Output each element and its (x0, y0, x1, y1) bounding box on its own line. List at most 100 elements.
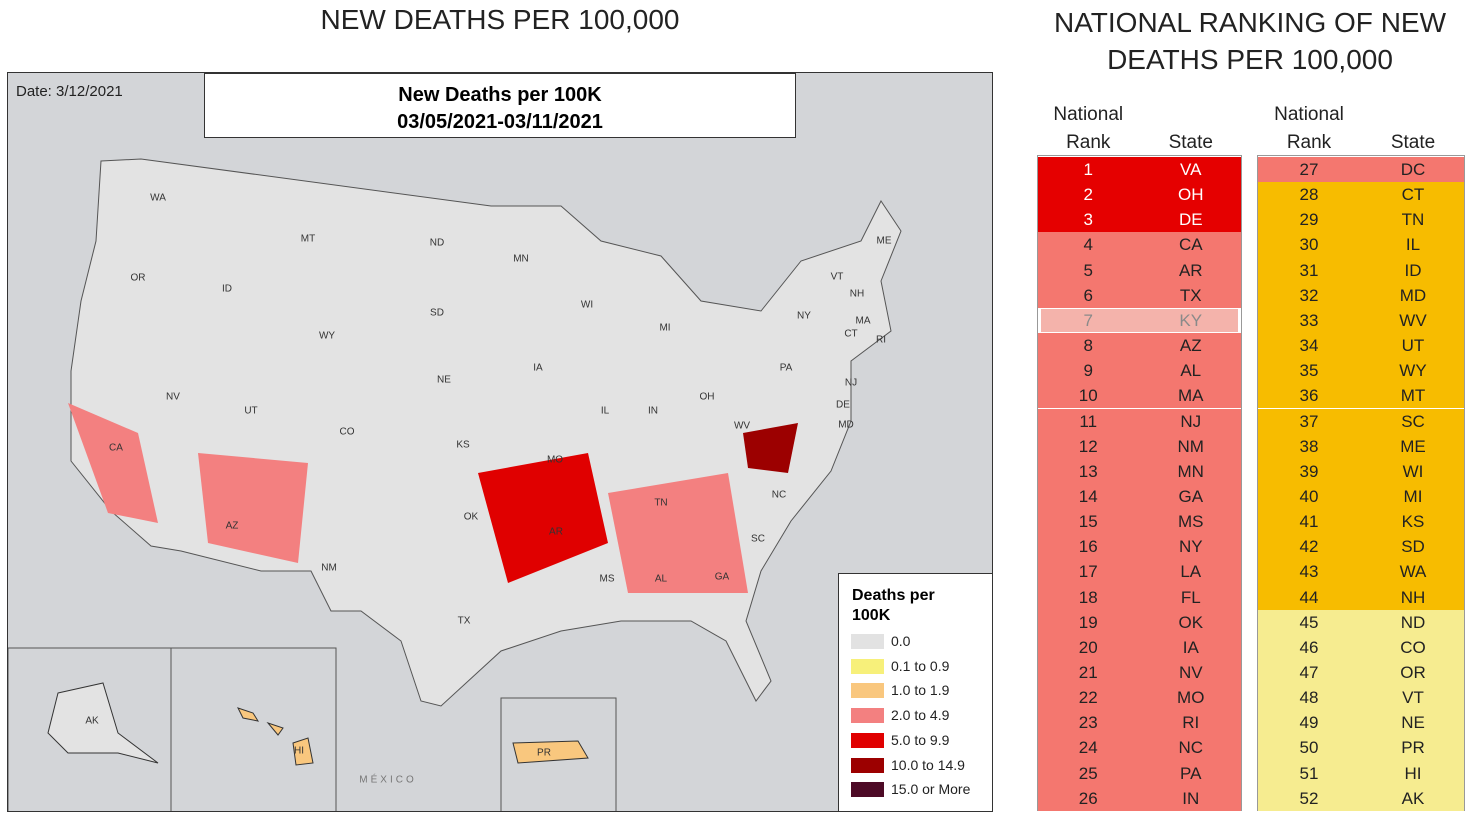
row-fill (1258, 157, 1464, 183)
rank-cell: 24 (1078, 738, 1098, 758)
state-label: SC (751, 533, 765, 545)
row-fill (1038, 609, 1241, 635)
row-fill (1038, 710, 1241, 736)
row-fill (1258, 660, 1464, 686)
row-fill (1038, 760, 1241, 786)
state-label: UT (244, 405, 258, 417)
state-cell: UT (1401, 336, 1425, 356)
state-label: NM (321, 562, 337, 574)
rank-cell: 44 (1299, 587, 1319, 607)
state-cell: TX (1179, 285, 1202, 305)
state-label: MD (838, 419, 854, 431)
rank-cell: 25 (1078, 763, 1098, 783)
red-region (68, 403, 158, 523)
state-cell: ME (1400, 436, 1426, 456)
rank-cell: 39 (1299, 461, 1319, 481)
state-cell: SC (1401, 411, 1425, 431)
row-fill (1258, 735, 1464, 761)
state-label: NC (771, 489, 787, 501)
state-cell: IA (1182, 637, 1199, 657)
rank-cell: 22 (1078, 688, 1098, 708)
row-fill (1258, 559, 1464, 585)
state-label: AK (85, 715, 99, 727)
state-label: MO (546, 454, 564, 466)
map-title-box: New Deaths per 100K 03/05/2021-03/11/202… (204, 73, 796, 138)
rank-cell: 41 (1299, 512, 1319, 532)
state-cell: NJ (1180, 411, 1202, 431)
red-region (198, 453, 308, 563)
row-fill (1038, 383, 1241, 409)
rank-cell: 35 (1299, 361, 1319, 381)
rank-cell: 6 (1083, 285, 1093, 305)
legend-label: 10.0 to 14.9 (891, 756, 965, 773)
row-fill (1258, 232, 1464, 258)
state-label: HI (294, 745, 304, 757)
rank-cell: 40 (1299, 486, 1319, 506)
row-fill (1258, 609, 1464, 635)
state-label: NY (797, 310, 811, 322)
rank-cell: 20 (1078, 637, 1098, 657)
state-label: KS (456, 439, 470, 451)
rank-cell: 45 (1299, 612, 1319, 632)
row-fill (1258, 584, 1464, 610)
state-cell: LA (1180, 562, 1202, 582)
state-cell: VA (1180, 160, 1202, 179)
state-cell: MI (1403, 486, 1423, 506)
state-label: NE (437, 374, 451, 386)
rank-cell: 52 (1299, 788, 1319, 808)
legend-swatch (851, 708, 884, 724)
state-cell: AZ (1179, 336, 1202, 356)
rank-cell: 28 (1299, 185, 1319, 205)
legend-label: 0.0 (891, 633, 911, 649)
state-cell: DC (1400, 160, 1426, 179)
state-label: TN (654, 497, 668, 509)
state-cell: AK (1401, 788, 1425, 808)
state-cell: NM (1177, 436, 1204, 456)
row-fill (1038, 257, 1241, 283)
state-label: MN (513, 253, 529, 265)
row-fill (1258, 182, 1464, 208)
rank-cell: 36 (1299, 386, 1319, 406)
rank-cell: 31 (1299, 260, 1319, 280)
state-label: NJ (844, 377, 858, 389)
state-label: CO (339, 426, 355, 438)
row-fill (1038, 685, 1241, 711)
rank-cell: 23 (1078, 713, 1098, 733)
state-label: OK (463, 511, 479, 523)
state-cell: WY (1399, 361, 1427, 381)
row-fill (1038, 358, 1241, 384)
row-fill (1258, 307, 1464, 334)
rank-cell: 2 (1083, 185, 1093, 205)
state-label: CA (109, 442, 123, 454)
state-cell: ND (1400, 612, 1426, 632)
row-fill (1258, 634, 1464, 660)
rank-cell: 10 (1078, 386, 1098, 406)
rank-cell: 42 (1299, 537, 1319, 557)
state-label: NH (849, 288, 865, 300)
state-cell: WV (1399, 310, 1427, 330)
map-date: Date: 3/12/2021 (16, 83, 123, 100)
row-fill (1258, 785, 1464, 811)
state-label: IA (533, 362, 543, 374)
row-fill (1258, 408, 1464, 434)
legend-swatch (851, 782, 884, 798)
state-cell: CO (1400, 637, 1426, 657)
state-cell: TN (1401, 210, 1425, 230)
state-label: IN (648, 405, 658, 417)
row-fill (1258, 433, 1464, 459)
rank-cell: 46 (1299, 637, 1319, 657)
rank-cell: 9 (1083, 361, 1093, 381)
rank-cell: 21 (1078, 663, 1098, 682)
state-cell: MN (1177, 461, 1204, 481)
state-cell: SD (1401, 537, 1425, 557)
state-label: TX (457, 615, 471, 627)
row-fill (1038, 483, 1241, 510)
state-cell: AL (1180, 361, 1202, 381)
state-label: WI (580, 299, 594, 311)
red-region (478, 453, 608, 583)
rank-cell: 50 (1299, 738, 1319, 758)
row-fill (1038, 785, 1241, 811)
state-cell: MO (1177, 688, 1205, 708)
row-fill (1038, 282, 1241, 308)
row-fill (1038, 182, 1241, 208)
